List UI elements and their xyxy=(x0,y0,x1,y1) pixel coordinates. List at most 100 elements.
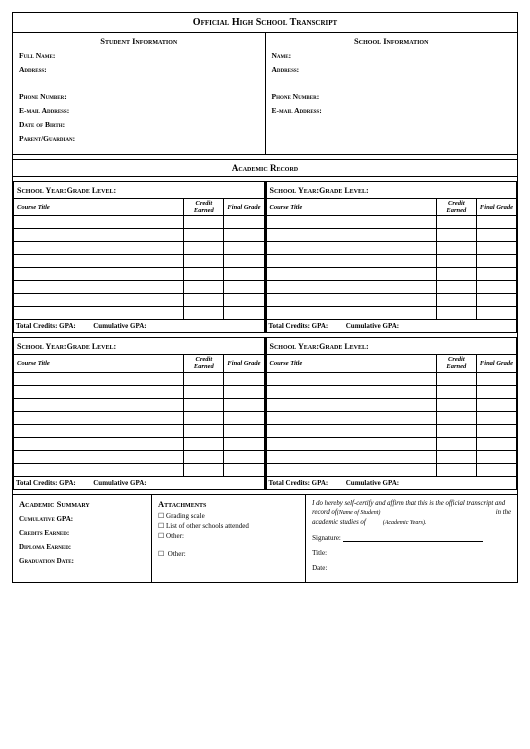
credit-cell[interactable] xyxy=(184,255,224,268)
chk-other-schools[interactable]: ☐ List of other schools attended xyxy=(158,522,299,530)
grade-cell[interactable] xyxy=(476,281,516,294)
grade-cell[interactable] xyxy=(476,398,516,411)
credit-cell[interactable] xyxy=(436,281,476,294)
course-cell[interactable] xyxy=(14,385,184,398)
credit-cell[interactable] xyxy=(184,281,224,294)
credit-cell[interactable] xyxy=(184,385,224,398)
course-cell[interactable] xyxy=(14,294,184,307)
course-cell[interactable] xyxy=(14,398,184,411)
course-cell[interactable] xyxy=(266,229,436,242)
credit-cell[interactable] xyxy=(184,411,224,424)
credit-cell[interactable] xyxy=(436,372,476,385)
course-cell[interactable] xyxy=(266,450,436,463)
credit-cell[interactable] xyxy=(436,229,476,242)
grade-cell[interactable] xyxy=(224,372,264,385)
grade-cell[interactable] xyxy=(476,216,516,229)
grade-cell[interactable] xyxy=(224,255,264,268)
course-cell[interactable] xyxy=(266,411,436,424)
grade-cell[interactable] xyxy=(224,450,264,463)
grade-cell[interactable] xyxy=(224,463,264,476)
course-cell[interactable] xyxy=(14,463,184,476)
grade-cell[interactable] xyxy=(224,294,264,307)
credit-cell[interactable] xyxy=(184,294,224,307)
credit-cell[interactable] xyxy=(436,398,476,411)
grade-cell[interactable] xyxy=(476,307,516,320)
credit-cell[interactable] xyxy=(436,242,476,255)
credit-cell[interactable] xyxy=(184,216,224,229)
credit-cell[interactable] xyxy=(436,424,476,437)
grade-cell[interactable] xyxy=(476,411,516,424)
credit-cell[interactable] xyxy=(184,463,224,476)
course-cell[interactable] xyxy=(266,216,436,229)
credit-cell[interactable] xyxy=(184,437,224,450)
credit-cell[interactable] xyxy=(184,424,224,437)
grade-cell[interactable] xyxy=(224,437,264,450)
course-cell[interactable] xyxy=(14,307,184,320)
chk-grading-scale[interactable]: ☐ Grading scale xyxy=(158,512,299,520)
course-cell[interactable] xyxy=(266,255,436,268)
course-cell[interactable] xyxy=(266,463,436,476)
grade-cell[interactable] xyxy=(476,424,516,437)
chk-other-1[interactable]: ☐ Other: xyxy=(158,532,299,540)
grade-cell[interactable] xyxy=(224,268,264,281)
credit-cell[interactable] xyxy=(184,372,224,385)
credit-cell[interactable] xyxy=(436,268,476,281)
course-cell[interactable] xyxy=(266,437,436,450)
date-line[interactable]: Date: xyxy=(312,564,511,572)
course-cell[interactable] xyxy=(14,268,184,281)
course-cell[interactable] xyxy=(266,294,436,307)
credit-cell[interactable] xyxy=(436,450,476,463)
grade-cell[interactable] xyxy=(224,281,264,294)
credit-cell[interactable] xyxy=(436,411,476,424)
course-cell[interactable] xyxy=(266,281,436,294)
credit-cell[interactable] xyxy=(436,307,476,320)
course-cell[interactable] xyxy=(14,437,184,450)
grade-cell[interactable] xyxy=(476,294,516,307)
grade-cell[interactable] xyxy=(224,411,264,424)
credit-cell[interactable] xyxy=(436,216,476,229)
course-cell[interactable] xyxy=(14,229,184,242)
credit-cell[interactable] xyxy=(184,398,224,411)
credit-cell[interactable] xyxy=(436,385,476,398)
course-cell[interactable] xyxy=(14,216,184,229)
grade-cell[interactable] xyxy=(224,398,264,411)
grade-cell[interactable] xyxy=(476,385,516,398)
grade-cell[interactable] xyxy=(224,216,264,229)
course-cell[interactable] xyxy=(266,398,436,411)
course-cell[interactable] xyxy=(14,281,184,294)
grade-cell[interactable] xyxy=(476,372,516,385)
course-cell[interactable] xyxy=(266,307,436,320)
course-cell[interactable] xyxy=(266,242,436,255)
course-cell[interactable] xyxy=(14,255,184,268)
course-cell[interactable] xyxy=(266,372,436,385)
credit-cell[interactable] xyxy=(436,437,476,450)
credit-cell[interactable] xyxy=(184,229,224,242)
grade-cell[interactable] xyxy=(476,229,516,242)
grade-cell[interactable] xyxy=(224,242,264,255)
credit-cell[interactable] xyxy=(436,463,476,476)
course-cell[interactable] xyxy=(266,424,436,437)
grade-cell[interactable] xyxy=(224,424,264,437)
chk-other-2[interactable]: ☐ Other: xyxy=(158,550,299,558)
credit-cell[interactable] xyxy=(184,242,224,255)
signature-line[interactable]: Signature: xyxy=(312,534,511,542)
course-cell[interactable] xyxy=(14,450,184,463)
course-cell[interactable] xyxy=(14,372,184,385)
grade-cell[interactable] xyxy=(476,268,516,281)
credit-cell[interactable] xyxy=(184,268,224,281)
grade-cell[interactable] xyxy=(476,255,516,268)
grade-cell[interactable] xyxy=(476,450,516,463)
credit-cell[interactable] xyxy=(436,255,476,268)
grade-cell[interactable] xyxy=(224,229,264,242)
grade-cell[interactable] xyxy=(224,385,264,398)
course-cell[interactable] xyxy=(14,411,184,424)
grade-cell[interactable] xyxy=(224,307,264,320)
grade-cell[interactable] xyxy=(476,463,516,476)
course-cell[interactable] xyxy=(14,424,184,437)
grade-cell[interactable] xyxy=(476,242,516,255)
title-line[interactable]: Title: xyxy=(312,549,511,557)
credit-cell[interactable] xyxy=(436,294,476,307)
credit-cell[interactable] xyxy=(184,450,224,463)
course-cell[interactable] xyxy=(266,385,436,398)
credit-cell[interactable] xyxy=(184,307,224,320)
